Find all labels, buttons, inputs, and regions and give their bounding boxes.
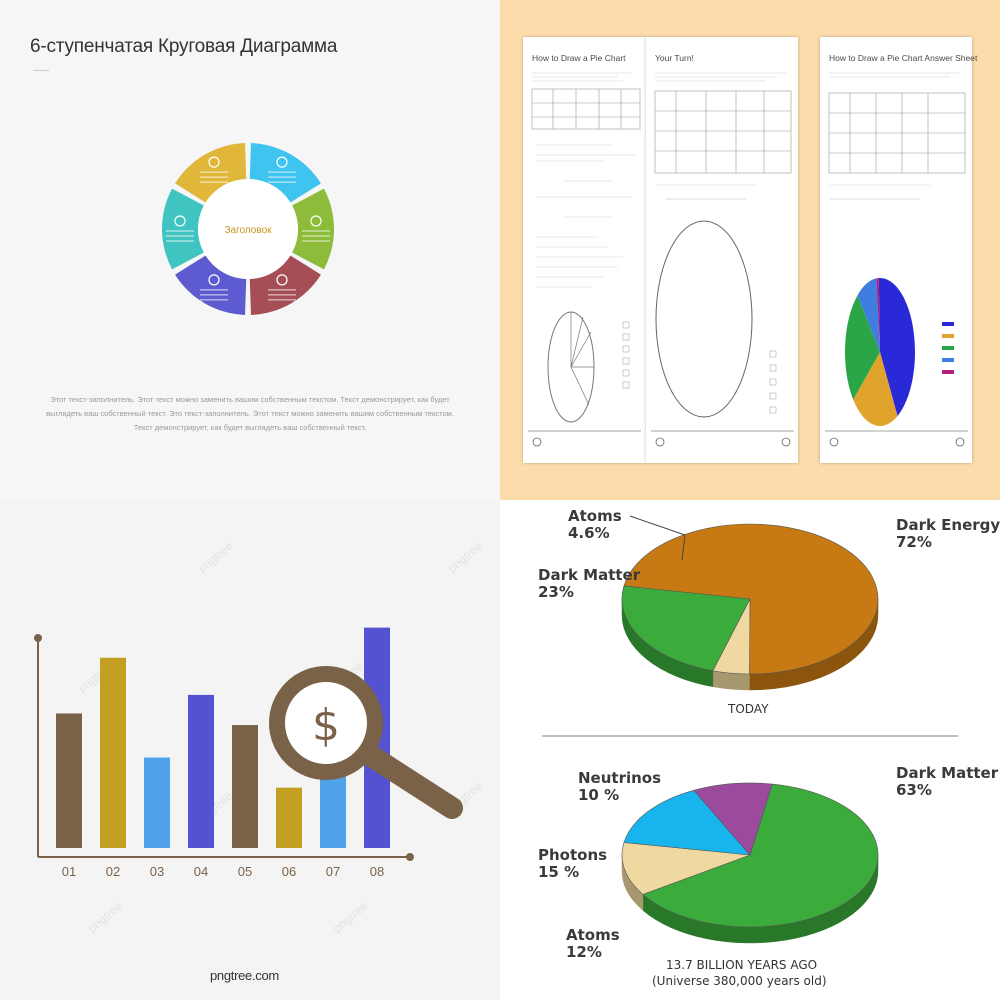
pie1-label-atoms: Atoms 4.6% [568, 507, 622, 542]
title-underline [33, 70, 49, 71]
center-label: Заголовок [224, 225, 272, 236]
worksheet-page-1: How to Draw a Pie Chart [523, 37, 646, 463]
worksheet-2-title: Your Turn! [655, 53, 694, 63]
x-tick-label: 06 [282, 864, 296, 879]
ring-segment [292, 188, 334, 270]
ring-segment [162, 188, 204, 270]
worksheet-2-graphics [651, 72, 794, 447]
pie2-label-photons: Photons 15 % [538, 846, 608, 881]
worksheet-3-graphics [825, 72, 968, 447]
infographic-title: 6-ступенчатая Круговая Диаграмма [30, 36, 338, 57]
pngtree-logo: pngtree.com [210, 968, 279, 983]
pie-slice-dark-matter [621, 585, 751, 672]
pie-slice-photons [623, 789, 751, 856]
infographic-body-text: Этот текст-заполнитель. Этот текст можно… [46, 395, 454, 432]
ring-segment [249, 255, 321, 315]
six-step-infographic-panel: 6-ступенчатая Круговая Диаграмма Заголов… [0, 0, 500, 500]
x-tick-label: 02 [106, 864, 120, 879]
worksheet-3-title: How to Draw a Pie Chart Answer Sheet [829, 53, 978, 63]
answer-legend-swatch [942, 346, 954, 350]
answer-pie-slice [845, 295, 880, 400]
pie-slice-dark-matter [642, 783, 879, 928]
x-tick-label: 03 [150, 864, 164, 879]
x-tick-label: 05 [238, 864, 252, 879]
pie1-caption: TODAY [728, 702, 769, 716]
pie1-label-dark-energy: Dark Energy 72% [896, 516, 1000, 551]
x-axis-end-dot [406, 853, 414, 861]
dollar-magnifier-icon: $ [269, 666, 463, 819]
thumbs-up-icon [310, 215, 322, 227]
diamond-icon [174, 215, 186, 227]
lightbulb-icon [208, 274, 220, 286]
pie-slice-atoms [621, 842, 751, 895]
x-tick-label: 08 [370, 864, 384, 879]
pie2-label-neutrinos: Neutrinos 10 % [578, 769, 662, 804]
svg-text:$: $ [312, 700, 340, 751]
bar-06 [276, 787, 302, 848]
answer-pie-slice [857, 278, 880, 352]
worksheet-1-graphics [528, 72, 641, 447]
pie2-caption: 13.7 BILLION YEARS AGO [666, 958, 818, 972]
bar-05 [232, 725, 258, 848]
center-circle [198, 179, 298, 279]
answer-legend-swatch [942, 322, 954, 326]
magnifier-icon [208, 156, 220, 168]
universe-composition-panel: Atoms 4.6% Dark Energy 72% Dark Matter 23% … [500, 500, 1000, 1000]
pie2-label-dark-matter: Dark Matter 63% [896, 764, 999, 799]
answer-pie-slice [876, 278, 880, 352]
answer-legend-swatch [942, 334, 954, 338]
bar-01 [56, 713, 82, 848]
x-tick-label: 07 [326, 864, 340, 879]
worksheet-page-2: Your Turn! [646, 37, 798, 463]
briefcase-icon [276, 274, 288, 286]
worksheet-page-3: How to Draw a Pie Chart Answer Sheet [820, 37, 977, 463]
x-tick-label: 01 [62, 864, 76, 879]
pie1-label-dark-matter: Dark Matter 23% [538, 566, 641, 601]
pie2-subcaption: (Universe 380,000 years old) [652, 974, 827, 988]
pie-slice-dark-energy [623, 523, 879, 675]
x-tick-label: 04 [194, 864, 208, 879]
pie2-label-atoms: Atoms 12% [566, 926, 620, 961]
worksheet-1-title: How to Draw a Pie Chart [532, 53, 626, 63]
worksheet-panel: How to Draw a Pie Chart [500, 0, 1000, 500]
bar-chart-panel: pngtree pngtree pngtree pngtree pngtree … [0, 500, 500, 1000]
answer-legend-swatch [942, 358, 954, 362]
bar-04 [188, 694, 214, 848]
pie-slice-neutrinos [693, 782, 773, 856]
answer-legend-swatch [942, 370, 954, 374]
answer-pie-slice [878, 278, 915, 417]
bar-02 [100, 657, 126, 848]
answer-pie-slice [853, 352, 898, 427]
y-axis-end-dot [34, 634, 42, 642]
pencil-icon [276, 156, 288, 168]
pie-charts [542, 515, 958, 944]
ring-segment [175, 143, 247, 203]
ring-segment [175, 255, 247, 315]
bar-03 [144, 757, 170, 848]
bar-chart: 01 02 03 04 05 06 07 08 $ [34, 627, 463, 879]
ring-segment [249, 143, 321, 203]
circular-diagram: Заголовок [162, 143, 334, 315]
